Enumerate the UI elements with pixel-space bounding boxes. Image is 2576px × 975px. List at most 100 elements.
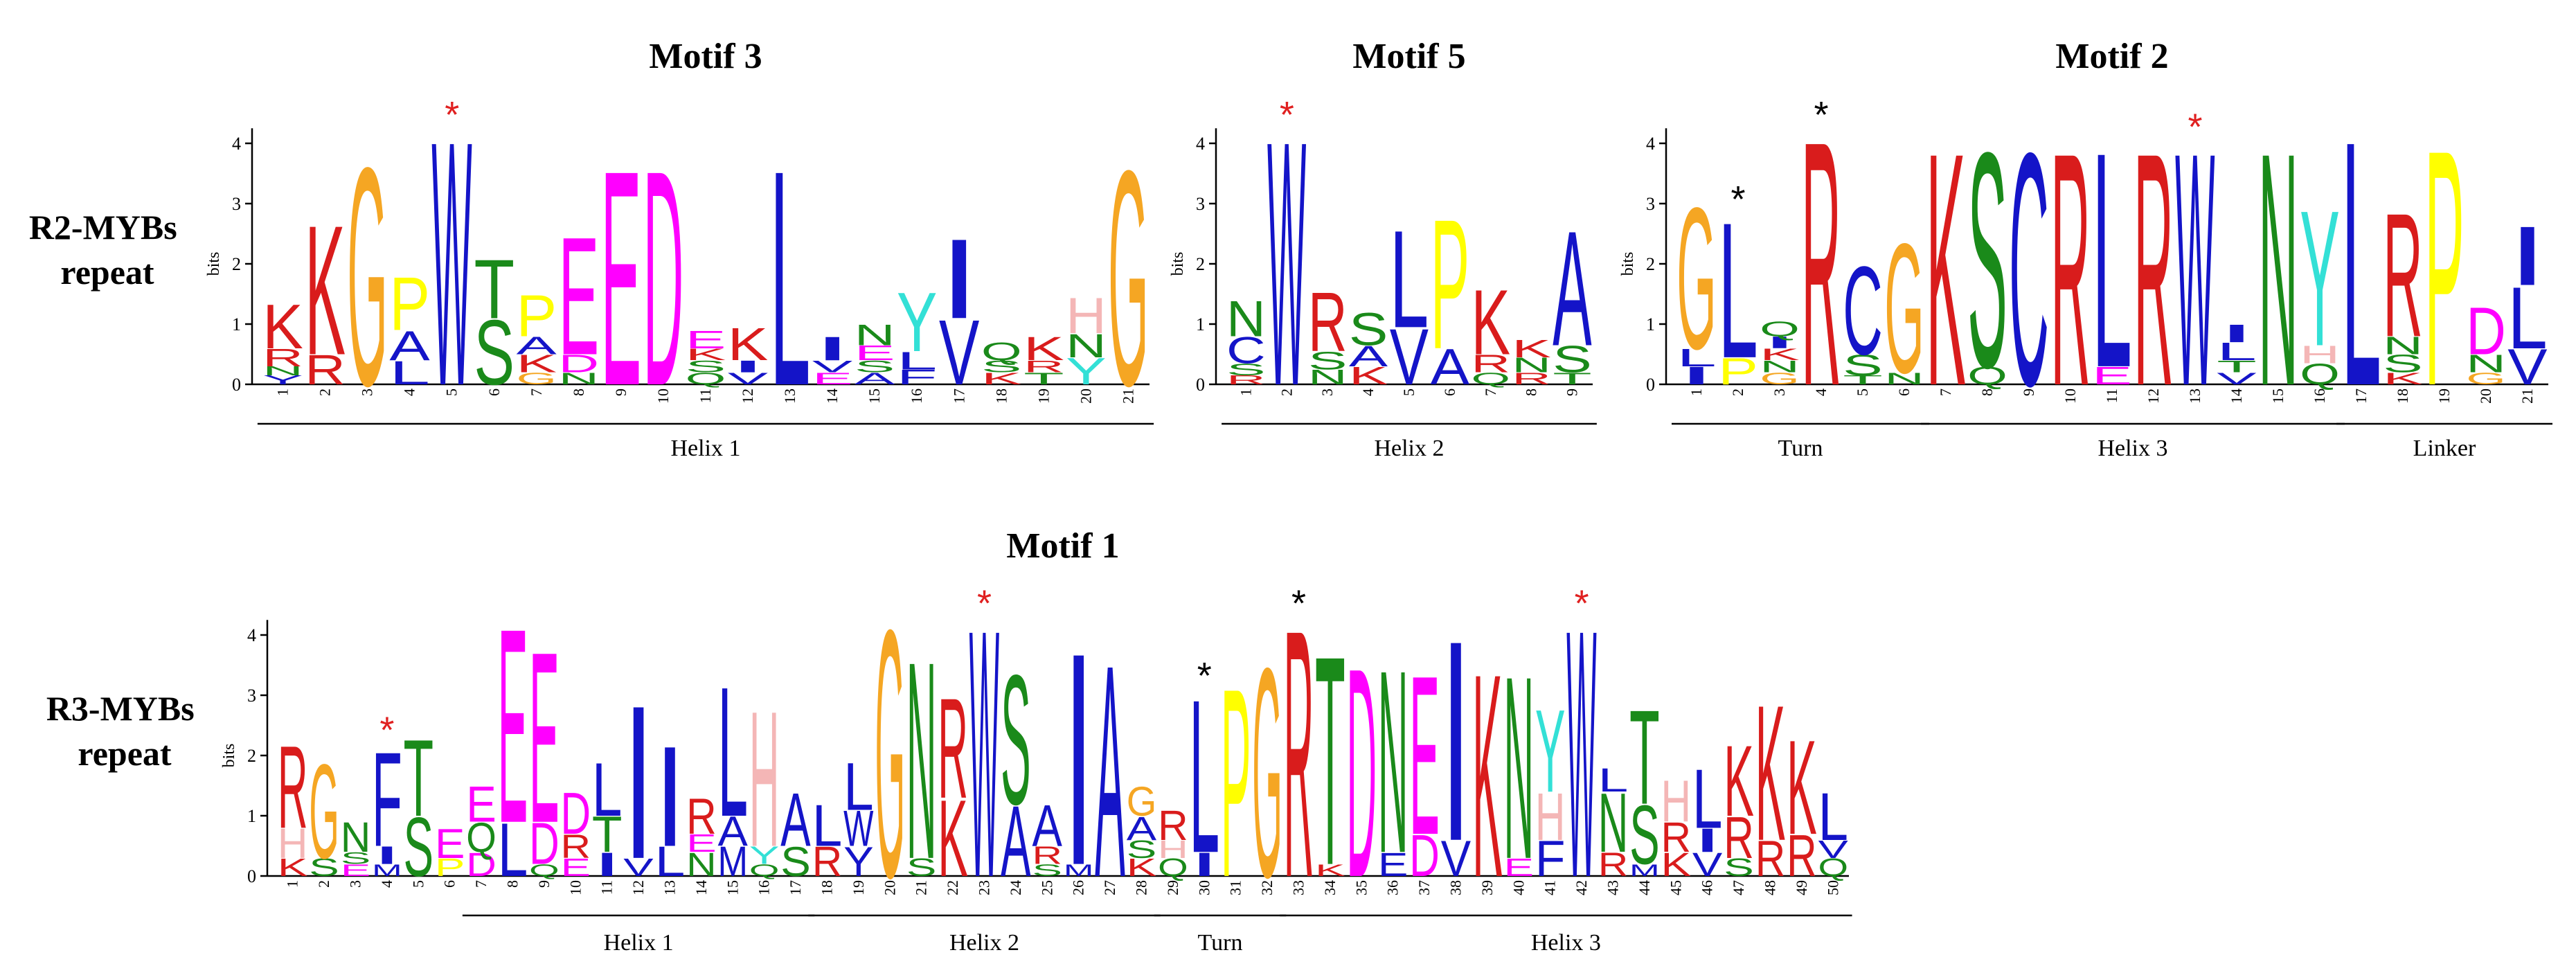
- motif1-residue-M: M: [372, 861, 402, 879]
- motif2-y-axis-label: bits: [1619, 252, 1637, 276]
- motif1-conserved-star: *: [1575, 583, 1589, 625]
- motif1-residue-N: N: [1378, 617, 1408, 908]
- motif1-region-label: Turn: [1198, 930, 1243, 956]
- motif2-residue-C: C: [1843, 240, 1883, 381]
- motif3-position-label: 7: [528, 388, 545, 396]
- r3-row-label-line1: R3-MYBs: [46, 689, 195, 728]
- motif2-y-tick-label: 4: [1646, 134, 1655, 154]
- motif2-residue-N: N: [2383, 332, 2423, 360]
- motif1-residue-I: I: [655, 717, 686, 877]
- motif1-residue-S: S: [906, 854, 937, 882]
- motif1-region-label: Helix 3: [1531, 930, 1601, 956]
- motif2-residue-Y: Y: [2300, 170, 2340, 386]
- motif5-position-label: 7: [1482, 388, 1499, 396]
- motif1-position-label: 48: [1762, 880, 1779, 895]
- motif1-residue-R: R: [278, 722, 308, 854]
- motif2-residue-G: G: [1676, 166, 1717, 392]
- motif5-position-label: 1: [1237, 388, 1254, 396]
- motif1-position-label: 46: [1699, 880, 1716, 895]
- motif3-residue-T: T: [1023, 369, 1064, 388]
- motif3-residue-K: K: [686, 345, 726, 364]
- motif3-residue-V: V: [728, 369, 769, 388]
- motif5-position-label: 4: [1359, 388, 1377, 396]
- motif5-residue-A: A: [1349, 340, 1388, 373]
- motif3-residue-K: K: [517, 350, 557, 378]
- motif1-residue-G: G: [1127, 778, 1157, 825]
- motif2-residue-N: N: [2258, 84, 2298, 455]
- motif1-residue-I: I: [1190, 846, 1220, 883]
- motif1-residue-S: S: [1629, 788, 1660, 882]
- motif1-residue-S: S: [1001, 637, 1031, 843]
- motif5-residue-A: A: [1431, 339, 1470, 395]
- motif3-title: Motif 3: [649, 37, 762, 76]
- motif2-residue-R: R: [2134, 84, 2174, 455]
- motif1-residue-Q: Q: [1818, 854, 1849, 882]
- motif2-residue-L: L: [2217, 338, 2257, 366]
- motif2-residue-E: E: [2092, 362, 2132, 391]
- motif1-position-label: 5: [409, 880, 427, 888]
- motif1-residue-K: K: [1724, 724, 1754, 837]
- motif1-position-label: 11: [598, 880, 616, 895]
- motif1-residue-R: R: [1755, 831, 1786, 888]
- r3-row-label: R3-MYBs repeat: [46, 689, 203, 773]
- motif3-y-tick-label: 0: [232, 375, 241, 395]
- motif3-residue-I: I: [728, 357, 769, 376]
- motif1-residue-E: E: [1504, 854, 1535, 882]
- motif3-residue-T: T: [474, 243, 515, 337]
- motif1-residue-E: E: [1409, 629, 1440, 883]
- motif1-position-label: 38: [1447, 880, 1465, 895]
- motif5-residue-P: P: [1431, 181, 1470, 388]
- motif1-position-label: 50: [1824, 880, 1841, 895]
- motif1-residue-W: W: [1566, 556, 1597, 951]
- motif1-residue-T: T: [404, 717, 434, 839]
- motif2-residue-P: P: [1718, 351, 1758, 393]
- motif3-residue-A: A: [517, 332, 557, 360]
- motif5-y-tick-label: 3: [1196, 194, 1205, 214]
- motif3-residue-F: F: [897, 366, 938, 389]
- motif1-residue-V: V: [1818, 835, 1848, 864]
- motif1-position-label: 21: [913, 880, 930, 895]
- motif2-residue-C: C: [2009, 84, 2049, 455]
- motif1-residue-I: I: [1692, 821, 1723, 859]
- motif5-y-tick-label: 2: [1196, 254, 1205, 274]
- motif1-residue-L: L: [655, 838, 686, 885]
- motif2-residue-Q: Q: [1967, 362, 2007, 391]
- motif2-position-label: 4: [1812, 388, 1830, 396]
- motif2-residue-K: K: [2383, 370, 2423, 388]
- motif2-position-label: 9: [2020, 388, 2037, 396]
- motif1-residue-D: D: [466, 846, 497, 884]
- motif3-position-label: 3: [359, 388, 376, 396]
- motif1-residue-S: S: [404, 800, 434, 894]
- motif5-y-tick-label: 0: [1196, 375, 1205, 395]
- motif2-residue-R: R: [1801, 69, 1841, 459]
- motif5-residue-Q: Q: [1472, 369, 1511, 388]
- motif1-position-label: 15: [724, 880, 741, 895]
- motif1-position-label: 47: [1730, 880, 1747, 895]
- motif1-residue-F: F: [1535, 831, 1566, 887]
- motif3-position-label: 20: [1077, 388, 1094, 404]
- motif3-residue-E: E: [559, 202, 600, 390]
- motif3-position-label: 19: [1035, 388, 1052, 404]
- motif3-residue-Q: Q: [981, 337, 1022, 366]
- motif1-residue-R: R: [1598, 846, 1629, 884]
- motif1-y-axis-label: bits: [220, 744, 238, 768]
- motif3-residue-K: K: [728, 318, 769, 370]
- motif2-residue-N: N: [2466, 350, 2506, 378]
- motif1-residue-K: K: [1127, 854, 1157, 882]
- motif2-residue-P: P: [2424, 80, 2465, 456]
- motif2-position-label: 16: [2311, 388, 2328, 404]
- motif1-residue-R: R: [1787, 823, 1817, 889]
- motif3-residue-N: N: [1066, 327, 1107, 364]
- motif1-residue-H: H: [1158, 835, 1188, 864]
- motif1-position-label: 14: [692, 880, 710, 895]
- motif5-y-tick-label: 4: [1196, 134, 1205, 154]
- motif3-position-label: 5: [443, 388, 460, 396]
- motif2-residue-I: I: [2507, 208, 2548, 303]
- motif1-position-label: 7: [472, 880, 490, 888]
- motif2-residue-L: L: [2092, 89, 2132, 432]
- motif5-residue-W: W: [1267, 69, 1307, 459]
- motif1-residue-I: I: [1441, 582, 1472, 901]
- motif3-residue-Y: Y: [1066, 350, 1107, 393]
- motif1-residue-E: E: [435, 821, 465, 867]
